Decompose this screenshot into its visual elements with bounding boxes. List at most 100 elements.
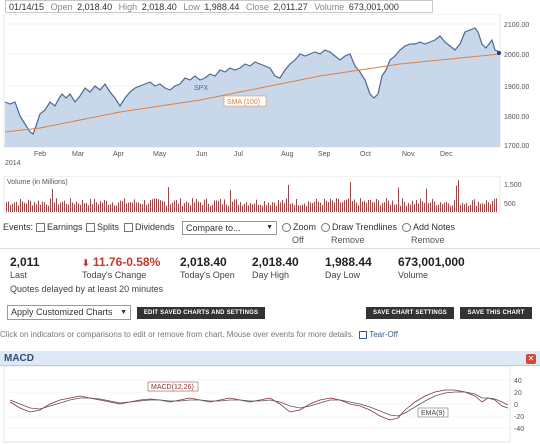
volume-bar — [214, 200, 215, 212]
volume-bar — [134, 199, 135, 212]
volume-value: 673,001,000 — [348, 2, 399, 12]
volume-chart[interactable]: Volume (in Millions) 1,500 500 — [0, 176, 540, 214]
draw-radio[interactable] — [321, 222, 330, 232]
stat-low: 1,988.44 Day Low — [325, 255, 372, 280]
sma-label-box[interactable] — [223, 95, 267, 107]
volume-bar — [358, 205, 359, 212]
volume-bar — [422, 201, 423, 212]
x-tick: Jul — [234, 151, 243, 158]
save-chart-settings-button[interactable]: SAVE CHART SETTINGS — [366, 307, 454, 319]
notes-radio[interactable] — [402, 222, 411, 232]
ema-label[interactable]: EMA(9) — [421, 410, 445, 417]
volume-bar — [442, 203, 443, 212]
macd-label-box[interactable] — [147, 381, 199, 392]
y-tick: 1900.00 — [504, 84, 529, 91]
volume-bar — [190, 205, 191, 212]
change-label: Today's Change — [82, 270, 147, 280]
zoom-off-link[interactable]: Off — [292, 235, 304, 245]
sma-label[interactable]: SMA (100) — [227, 99, 260, 106]
volume-bar — [452, 205, 453, 212]
splits-toggle[interactable]: Splits — [86, 222, 119, 232]
volume-stat-value: 673,001,000 — [398, 255, 465, 269]
stat-volume: 673,001,000 Volume — [398, 255, 465, 280]
volume-bar — [300, 205, 301, 212]
spx-label[interactable]: SPX — [194, 85, 208, 92]
earnings-toggle[interactable]: Earnings — [36, 222, 83, 232]
volume-bar — [180, 198, 181, 212]
volume-bar — [34, 202, 35, 212]
draw-trendlines-toggle[interactable]: Draw Trendlines — [321, 222, 397, 232]
compare-select[interactable]: Compare to... ▼ — [182, 221, 277, 235]
volume-bar — [446, 201, 447, 212]
volume-bar — [382, 203, 383, 212]
volume-bar — [394, 204, 395, 212]
macd-label[interactable]: MACD(12,26) — [151, 384, 194, 391]
volume-bar — [108, 204, 109, 212]
draw-remove-link[interactable]: Remove — [331, 235, 365, 245]
volume-bar — [184, 203, 185, 212]
price-area-fill — [5, 28, 500, 147]
x-tick: Feb — [34, 151, 46, 158]
volume-bar — [270, 205, 271, 212]
volume-bar — [430, 202, 431, 212]
apply-customized-select[interactable]: Apply Customized Charts ▼ — [7, 305, 131, 320]
volume-bar — [302, 204, 303, 212]
price-chart[interactable]: SPX SMA (100) 2100.00 2000.00 1900.00 18… — [0, 14, 540, 176]
events-bar: Events: Earnings Splits Dividends Compar… — [0, 219, 540, 245]
volume-bar — [44, 202, 45, 212]
x-tick: May — [153, 151, 167, 158]
macd-chart[interactable]: MACD(12,26) EMA(9) 40 20 0 -20 -40 — [0, 366, 540, 444]
volume-bar — [346, 199, 347, 212]
chevron-down-icon: ▼ — [266, 224, 273, 231]
splits-checkbox[interactable] — [86, 222, 95, 232]
dividends-toggle[interactable]: Dividends — [124, 222, 175, 232]
volume-bar — [254, 203, 255, 212]
volume-bar — [182, 205, 183, 212]
volume-bar — [438, 204, 439, 212]
dividends-checkbox[interactable] — [124, 222, 133, 232]
save-this-chart-button[interactable]: SAVE THIS CHART — [460, 307, 532, 319]
volume-bar — [196, 199, 197, 212]
volume-bar — [154, 198, 155, 212]
volume-bar — [60, 202, 61, 212]
ema-label-box[interactable] — [417, 407, 449, 418]
draw-label: Draw Trendlines — [332, 222, 398, 232]
volume-bar — [482, 203, 483, 212]
add-notes-toggle[interactable]: Add Notes — [402, 222, 455, 232]
macd-title: MACD — [4, 353, 34, 364]
volume-bar — [426, 188, 427, 212]
volume-bar — [168, 187, 169, 212]
volume-bar — [54, 202, 55, 212]
volume-bar — [372, 201, 373, 212]
ema-line — [9, 391, 509, 417]
volume-bar — [298, 205, 299, 212]
volume-bar — [120, 200, 121, 212]
volume-bar — [492, 200, 493, 212]
volume-bar — [276, 205, 277, 212]
volume-bar — [50, 198, 51, 212]
volume-bar — [456, 185, 457, 212]
tear-off-icon[interactable] — [359, 330, 368, 339]
volume-bar — [128, 202, 129, 212]
volume-bar — [458, 180, 459, 212]
earnings-checkbox[interactable] — [36, 222, 45, 232]
dividends-label: Dividends — [135, 222, 175, 232]
edit-saved-charts-button[interactable]: EDIT SAVED CHARTS AND SETTINGS — [137, 307, 265, 319]
zoom-toggle[interactable]: Zoom — [282, 222, 316, 232]
volume-bar — [330, 198, 331, 212]
apply-select-label: Apply Customized Charts — [11, 307, 113, 317]
tear-off-link[interactable]: Tear-Off — [369, 330, 398, 339]
volume-bar — [480, 203, 481, 212]
stat-last: 2,011 Last — [10, 255, 39, 280]
volume-bar — [36, 204, 37, 212]
volume-bar — [310, 202, 311, 212]
close-icon[interactable]: ✕ — [526, 354, 536, 364]
volume-bar — [158, 199, 159, 212]
notes-remove-link[interactable]: Remove — [411, 235, 445, 245]
volume-bar — [336, 198, 337, 212]
volume-bar — [444, 202, 445, 212]
earnings-label: Earnings — [47, 222, 83, 232]
volume-bar — [230, 189, 231, 212]
x-tick: Aug — [281, 151, 294, 158]
zoom-radio[interactable] — [282, 222, 291, 232]
